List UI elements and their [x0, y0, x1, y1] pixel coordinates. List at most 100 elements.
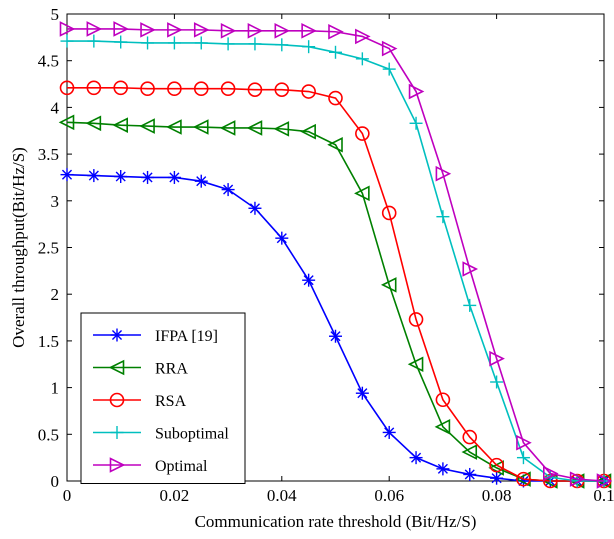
- marker-circle: [113, 80, 128, 96]
- marker-circle: [489, 457, 504, 473]
- x-tick-label: 0.02: [160, 486, 190, 505]
- series-suboptimal: [60, 34, 611, 488]
- marker-triangle-right: [247, 23, 264, 39]
- marker-plus: [110, 426, 124, 439]
- marker-plus: [221, 37, 235, 51]
- marker-asterisk: [141, 170, 155, 184]
- legend-item: Optimal: [93, 457, 208, 475]
- plot-area: 0 0.02 0.04 0.06 0.08 0.1 0 0.5 1 1.5 2 2.5 3 3.5 4 4.5…: [38, 5, 614, 505]
- marker-triangle-left: [219, 120, 236, 136]
- marker-triangle-right: [516, 434, 532, 451]
- marker-triangle-right: [193, 22, 210, 38]
- marker-triangle-right: [596, 473, 613, 489]
- legend-label: Optimal: [155, 458, 208, 475]
- marker-triangle-left: [434, 419, 451, 435]
- x-axis-label: Communication rate threshold (Bit/Hz/S): [195, 512, 477, 531]
- marker-triangle-right: [489, 350, 505, 367]
- marker-triangle-left: [327, 136, 343, 153]
- marker-triangle-right: [381, 40, 398, 57]
- marker-triangle-right: [109, 457, 126, 473]
- series-line: [66, 121, 604, 482]
- marker-triangle-right: [435, 165, 452, 182]
- marker-asterisk: [382, 425, 396, 439]
- marker-triangle-left: [246, 120, 263, 136]
- series-optimal: [59, 21, 613, 489]
- marker-circle: [435, 392, 451, 408]
- y-tick-label: 0: [51, 472, 60, 491]
- series-rra: [58, 114, 612, 489]
- marker-triangle-right: [328, 23, 344, 40]
- marker-asterisk: [60, 168, 74, 182]
- marker-circle: [408, 312, 424, 327]
- y-tick-label: 3.5: [38, 145, 59, 164]
- series-line: [67, 28, 605, 482]
- legend: IFPA [19] RRA RSA Suboptimal Optimal: [80, 312, 246, 484]
- marker-asterisk: [275, 231, 289, 245]
- marker-plus: [87, 34, 101, 48]
- legend-box: [80, 312, 246, 484]
- marker-circle: [247, 82, 263, 97]
- y-axis-label: Overall throughput(Bit/Hz/S): [9, 147, 28, 348]
- marker-triangle-left: [58, 114, 75, 131]
- legend-item: Suboptimal: [93, 426, 229, 443]
- marker-plus: [194, 36, 208, 50]
- marker-triangle-left: [108, 359, 125, 376]
- marker-plus: [490, 375, 504, 389]
- marker-circle: [301, 84, 316, 99]
- marker-triangle-left: [380, 277, 397, 293]
- marker-plus: [141, 36, 155, 50]
- y-tick-label: 5: [51, 5, 60, 24]
- y-tick-label: 0.5: [38, 425, 59, 444]
- marker-triangle-right: [301, 23, 317, 39]
- marker-plus: [167, 36, 181, 50]
- marker-plus: [248, 37, 262, 51]
- marker-circle: [274, 82, 290, 97]
- marker-asterisk: [221, 183, 235, 197]
- marker-asterisk: [167, 170, 181, 184]
- marker-triangle-left: [461, 444, 478, 460]
- marker-triangle-left: [192, 119, 209, 135]
- marker-circle: [140, 81, 155, 97]
- marker-triangle-left: [112, 117, 128, 133]
- legend-item: RSA: [93, 392, 187, 410]
- marker-plus: [114, 35, 128, 49]
- series-line: [67, 86, 604, 482]
- marker-circle: [462, 429, 478, 445]
- y-tick-label: 3: [51, 192, 60, 211]
- x-tick-label: 0.1: [593, 486, 614, 505]
- marker-triangle-right: [167, 22, 183, 38]
- marker-asterisk: [463, 467, 477, 481]
- marker-triangle-left: [139, 118, 155, 134]
- marker-asterisk: [248, 201, 262, 215]
- marker-asterisk: [302, 273, 316, 287]
- legend-label: RSA: [155, 393, 187, 410]
- series-rsa: [59, 80, 612, 489]
- marker-triangle-right: [408, 83, 425, 100]
- marker-circle: [381, 205, 397, 221]
- marker-plus: [436, 210, 450, 224]
- marker-triangle-left: [85, 115, 102, 132]
- marker-triangle-left: [407, 356, 424, 373]
- x-tick-label: 0.04: [267, 486, 297, 505]
- y-tick-label: 4: [51, 98, 60, 117]
- marker-plus: [516, 451, 530, 465]
- marker-circle: [109, 392, 125, 408]
- marker-triangle-left: [273, 121, 290, 137]
- legend-label: RRA: [155, 361, 188, 378]
- marker-plus: [463, 298, 477, 312]
- marker-triangle-left: [166, 119, 182, 135]
- marker-asterisk: [110, 328, 124, 342]
- marker-triangle-right: [59, 21, 76, 37]
- marker-asterisk: [409, 451, 423, 465]
- marker-triangle-left: [354, 185, 370, 202]
- marker-asterisk: [436, 462, 450, 476]
- marker-circle: [220, 81, 236, 97]
- marker-triangle-right: [569, 471, 586, 487]
- marker-circle: [193, 81, 209, 97]
- marker-triangle-right: [542, 465, 559, 482]
- marker-circle: [355, 126, 370, 141]
- marker-plus: [275, 38, 289, 52]
- marker-plus: [409, 116, 423, 130]
- marker-circle: [328, 90, 343, 106]
